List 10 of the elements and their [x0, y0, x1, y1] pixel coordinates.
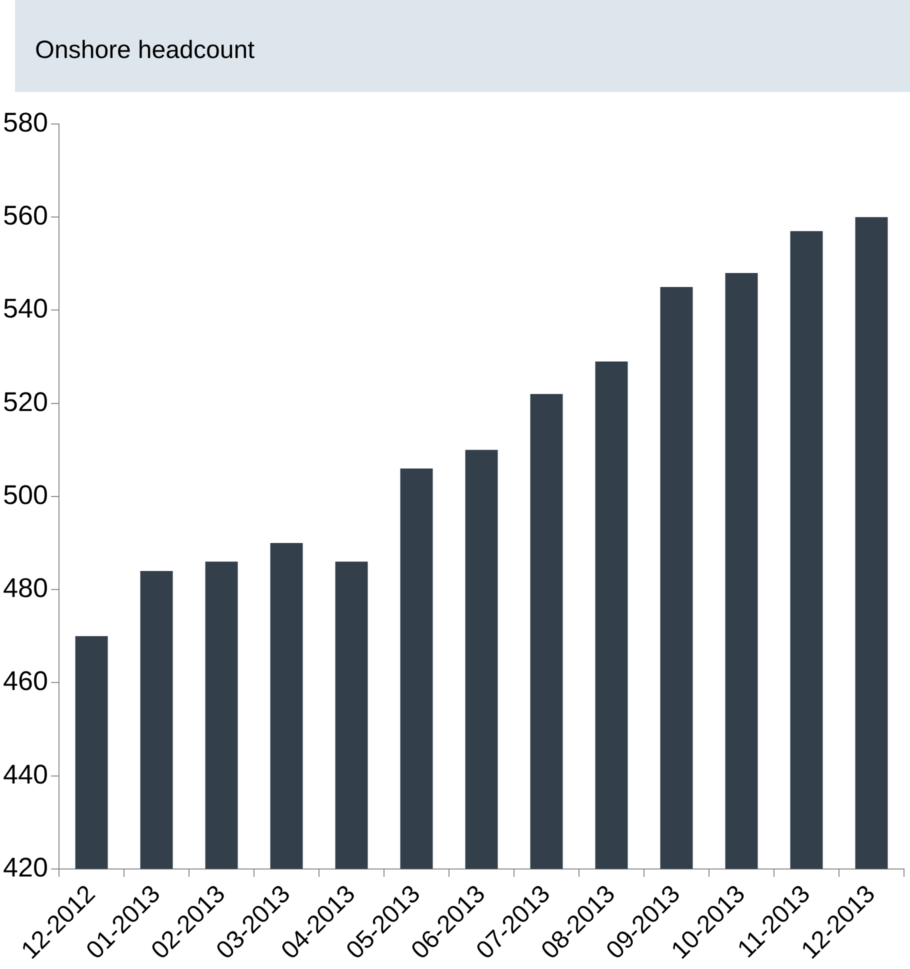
y-tick-label: 540 [2, 294, 48, 324]
chart-title: Onshore headcount [15, 0, 910, 92]
y-tick-label: 460 [2, 666, 48, 696]
y-tick-label: 560 [2, 200, 48, 231]
y-tick-label: 500 [2, 480, 48, 510]
y-tick-label: 420 [2, 852, 48, 882]
y-tick-label: 520 [2, 386, 48, 417]
y-tick-label: 480 [2, 573, 48, 604]
y-tick-label: 580 [2, 107, 48, 138]
y-tick-label: 440 [2, 759, 48, 790]
